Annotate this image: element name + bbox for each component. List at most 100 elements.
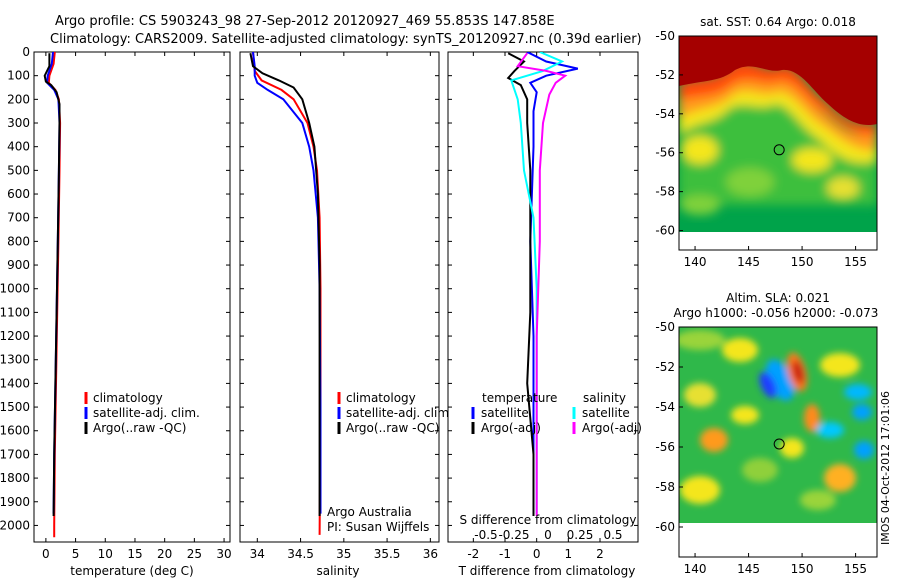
sla-map-x-ticks: 140 145 150 155 [684, 553, 867, 576]
map-y-tick-label: -58 [655, 185, 675, 199]
depth-tick-label: 900 [7, 258, 30, 272]
difference-y-ticks [448, 51, 638, 526]
depth-tick-label: 500 [7, 163, 30, 177]
legend-title-salinity: salinity [583, 391, 626, 405]
salinity-legend: climatology satellite-adj. clim. Argo(..… [337, 391, 453, 435]
sst-map-y-ticks: -50 -52 -54 -56 -58 -60 [655, 29, 683, 238]
x-tick-label: 1 [565, 547, 573, 561]
map-y-tick-label: -54 [655, 400, 675, 414]
map-x-tick-label: 140 [684, 562, 707, 576]
difference-x-ticks: -2 -1 0 1 2 [467, 52, 604, 561]
legend-label-climatology: climatology [93, 391, 163, 405]
map-y-tick-label: -50 [655, 320, 675, 334]
s-difference-tick-label: -0.25 [498, 528, 529, 542]
series-line-argo-raw-qc- [43, 53, 61, 517]
temperature-plot-frame [33, 51, 231, 543]
x-tick-label: 20 [157, 547, 172, 561]
difference-legend-temperature: temperature satellite Argo(-adj) [471, 391, 557, 435]
salinity-annotation-line-1: Argo Australia [327, 505, 412, 519]
depth-tick-label: 1100 [0, 305, 30, 319]
legend-label-climatology: climatology [346, 391, 416, 405]
sla-map-title-line-2: Argo h1000: -0.056 h2000: -0.073 [674, 306, 879, 320]
salinity-profile-lines [249, 52, 322, 535]
x-tick-label: 34 [250, 547, 265, 561]
map-y-tick-label: -52 [655, 68, 675, 82]
x-tick-label: 5 [72, 547, 80, 561]
depth-tick-label: 1500 [0, 400, 30, 414]
map-x-tick-label: 145 [737, 255, 760, 269]
map-x-tick-label: 150 [791, 562, 814, 576]
depth-tick-label: 1200 [0, 329, 30, 343]
temperature-profile-lines [43, 52, 62, 538]
x-tick-label: -1 [499, 547, 511, 561]
sla-map-frame [678, 326, 878, 558]
legend-label-satellite: satellite-adj. clim. [346, 406, 453, 420]
temperature-panel: 0 5 10 15 20 25 30 0 100 200 300 400 500 600 700 800 90… [0, 45, 232, 578]
series-line-temperature-satellite [526, 52, 579, 514]
sst-map-frame [678, 35, 878, 251]
difference-legend-salinity: salinity satellite Argo(-adj) [572, 391, 642, 435]
sst-map-panel: sat. SST: 0.64 Argo: 0.018 140 145 150 155 … [655, 15, 878, 269]
difference-profile-lines [506, 52, 579, 516]
legend-label-argo: Argo(..raw -QC) [93, 421, 186, 435]
map-y-tick-label: -60 [655, 520, 675, 534]
header-line-1: Argo profile: CS 5903243_98 27-Sep-2012 … [55, 14, 555, 29]
depth-tick-label: 200 [7, 92, 30, 106]
x-tick-label: 10 [98, 547, 113, 561]
map-y-tick-label: -56 [655, 146, 675, 160]
legend-label-salinity-satellite: satellite [582, 406, 630, 420]
temperature-x-ticks: 0 5 10 15 20 25 30 [42, 52, 232, 561]
depth-tick-label: 1000 [0, 282, 30, 296]
sla-map-image [679, 327, 877, 523]
s-difference-axis-label: S difference from climatology [460, 513, 637, 527]
map-y-tick-label: -50 [655, 29, 675, 43]
depth-tick-label: 1600 [0, 424, 30, 438]
sst-map-image [679, 36, 877, 232]
depth-tick-label: 800 [7, 234, 30, 248]
x-tick-label: 35 [336, 547, 351, 561]
map-y-tick-label: -60 [655, 224, 675, 238]
salinity-plot-frame [239, 51, 440, 543]
header-line-2: Climatology: CARS2009. Satellite-adjuste… [50, 32, 642, 47]
salinity-x-label: salinity [316, 564, 359, 578]
depth-tick-label: 1700 [0, 447, 30, 461]
x-tick-label: 15 [127, 547, 142, 561]
x-tick-label: 35.5 [374, 547, 401, 561]
depth-tick-label: 0 [22, 45, 30, 59]
x-tick-label: 0 [533, 547, 541, 561]
map-x-tick-label: 155 [844, 255, 867, 269]
salinity-y-ticks [240, 51, 439, 526]
depth-tick-label: 300 [7, 116, 30, 130]
x-tick-label: 36 [423, 547, 438, 561]
map-x-tick-label: 145 [737, 562, 760, 576]
depth-tick-label: 1400 [0, 376, 30, 390]
sst-map-x-ticks: 140 145 150 155 [684, 246, 867, 269]
map-x-tick-label: 155 [844, 562, 867, 576]
salinity-annotation-line-2: PI: Susan Wijffels [327, 520, 429, 534]
sst-argo-location-marker [773, 144, 785, 156]
map-x-tick-label: 140 [684, 255, 707, 269]
depth-tick-label: 1300 [0, 353, 30, 367]
legend-label-temperature-argo: Argo(-adj) [481, 421, 541, 435]
t-difference-x-label: T difference from climatology [458, 564, 636, 578]
map-y-tick-label: -52 [655, 360, 675, 374]
sla-map-panel: Altim. SLA: 0.021 Argo h1000: -0.056 h20… [655, 291, 878, 576]
series-line-temperature-argo-adj- [506, 52, 535, 516]
s-difference-tick-label: 0.5 [603, 528, 622, 542]
imos-timestamp: IMOS 04-Oct-2012 17:01:06 [879, 391, 892, 545]
depth-tick-label: 600 [7, 187, 30, 201]
sla-map-title-line-1: Altim. SLA: 0.021 [726, 291, 830, 305]
x-tick-label: 2 [596, 547, 604, 561]
sst-map-title: sat. SST: 0.64 Argo: 0.018 [700, 15, 856, 29]
salinity-panel: 34 34.5 35 35.5 36 climatology satellite-adj… [239, 51, 453, 578]
difference-panel: -2 -1 0 1 2 temperature satellite Argo(-adj)… [447, 51, 642, 578]
depth-tick-label: 2000 [0, 518, 30, 532]
depth-y-ticks: 0 100 200 300 400 500 600 700 800 900 1000 1100 1200… [0, 45, 230, 532]
x-tick-label: 34.5 [287, 547, 314, 561]
x-tick-label: 30 [216, 547, 231, 561]
salinity-x-ticks: 34 34.5 35 35.5 36 [250, 52, 438, 561]
legend-label-temperature-satellite: satellite [481, 406, 529, 420]
x-tick-label: 0 [42, 547, 50, 561]
legend-label-salinity-argo: Argo(-adj) [582, 421, 642, 435]
